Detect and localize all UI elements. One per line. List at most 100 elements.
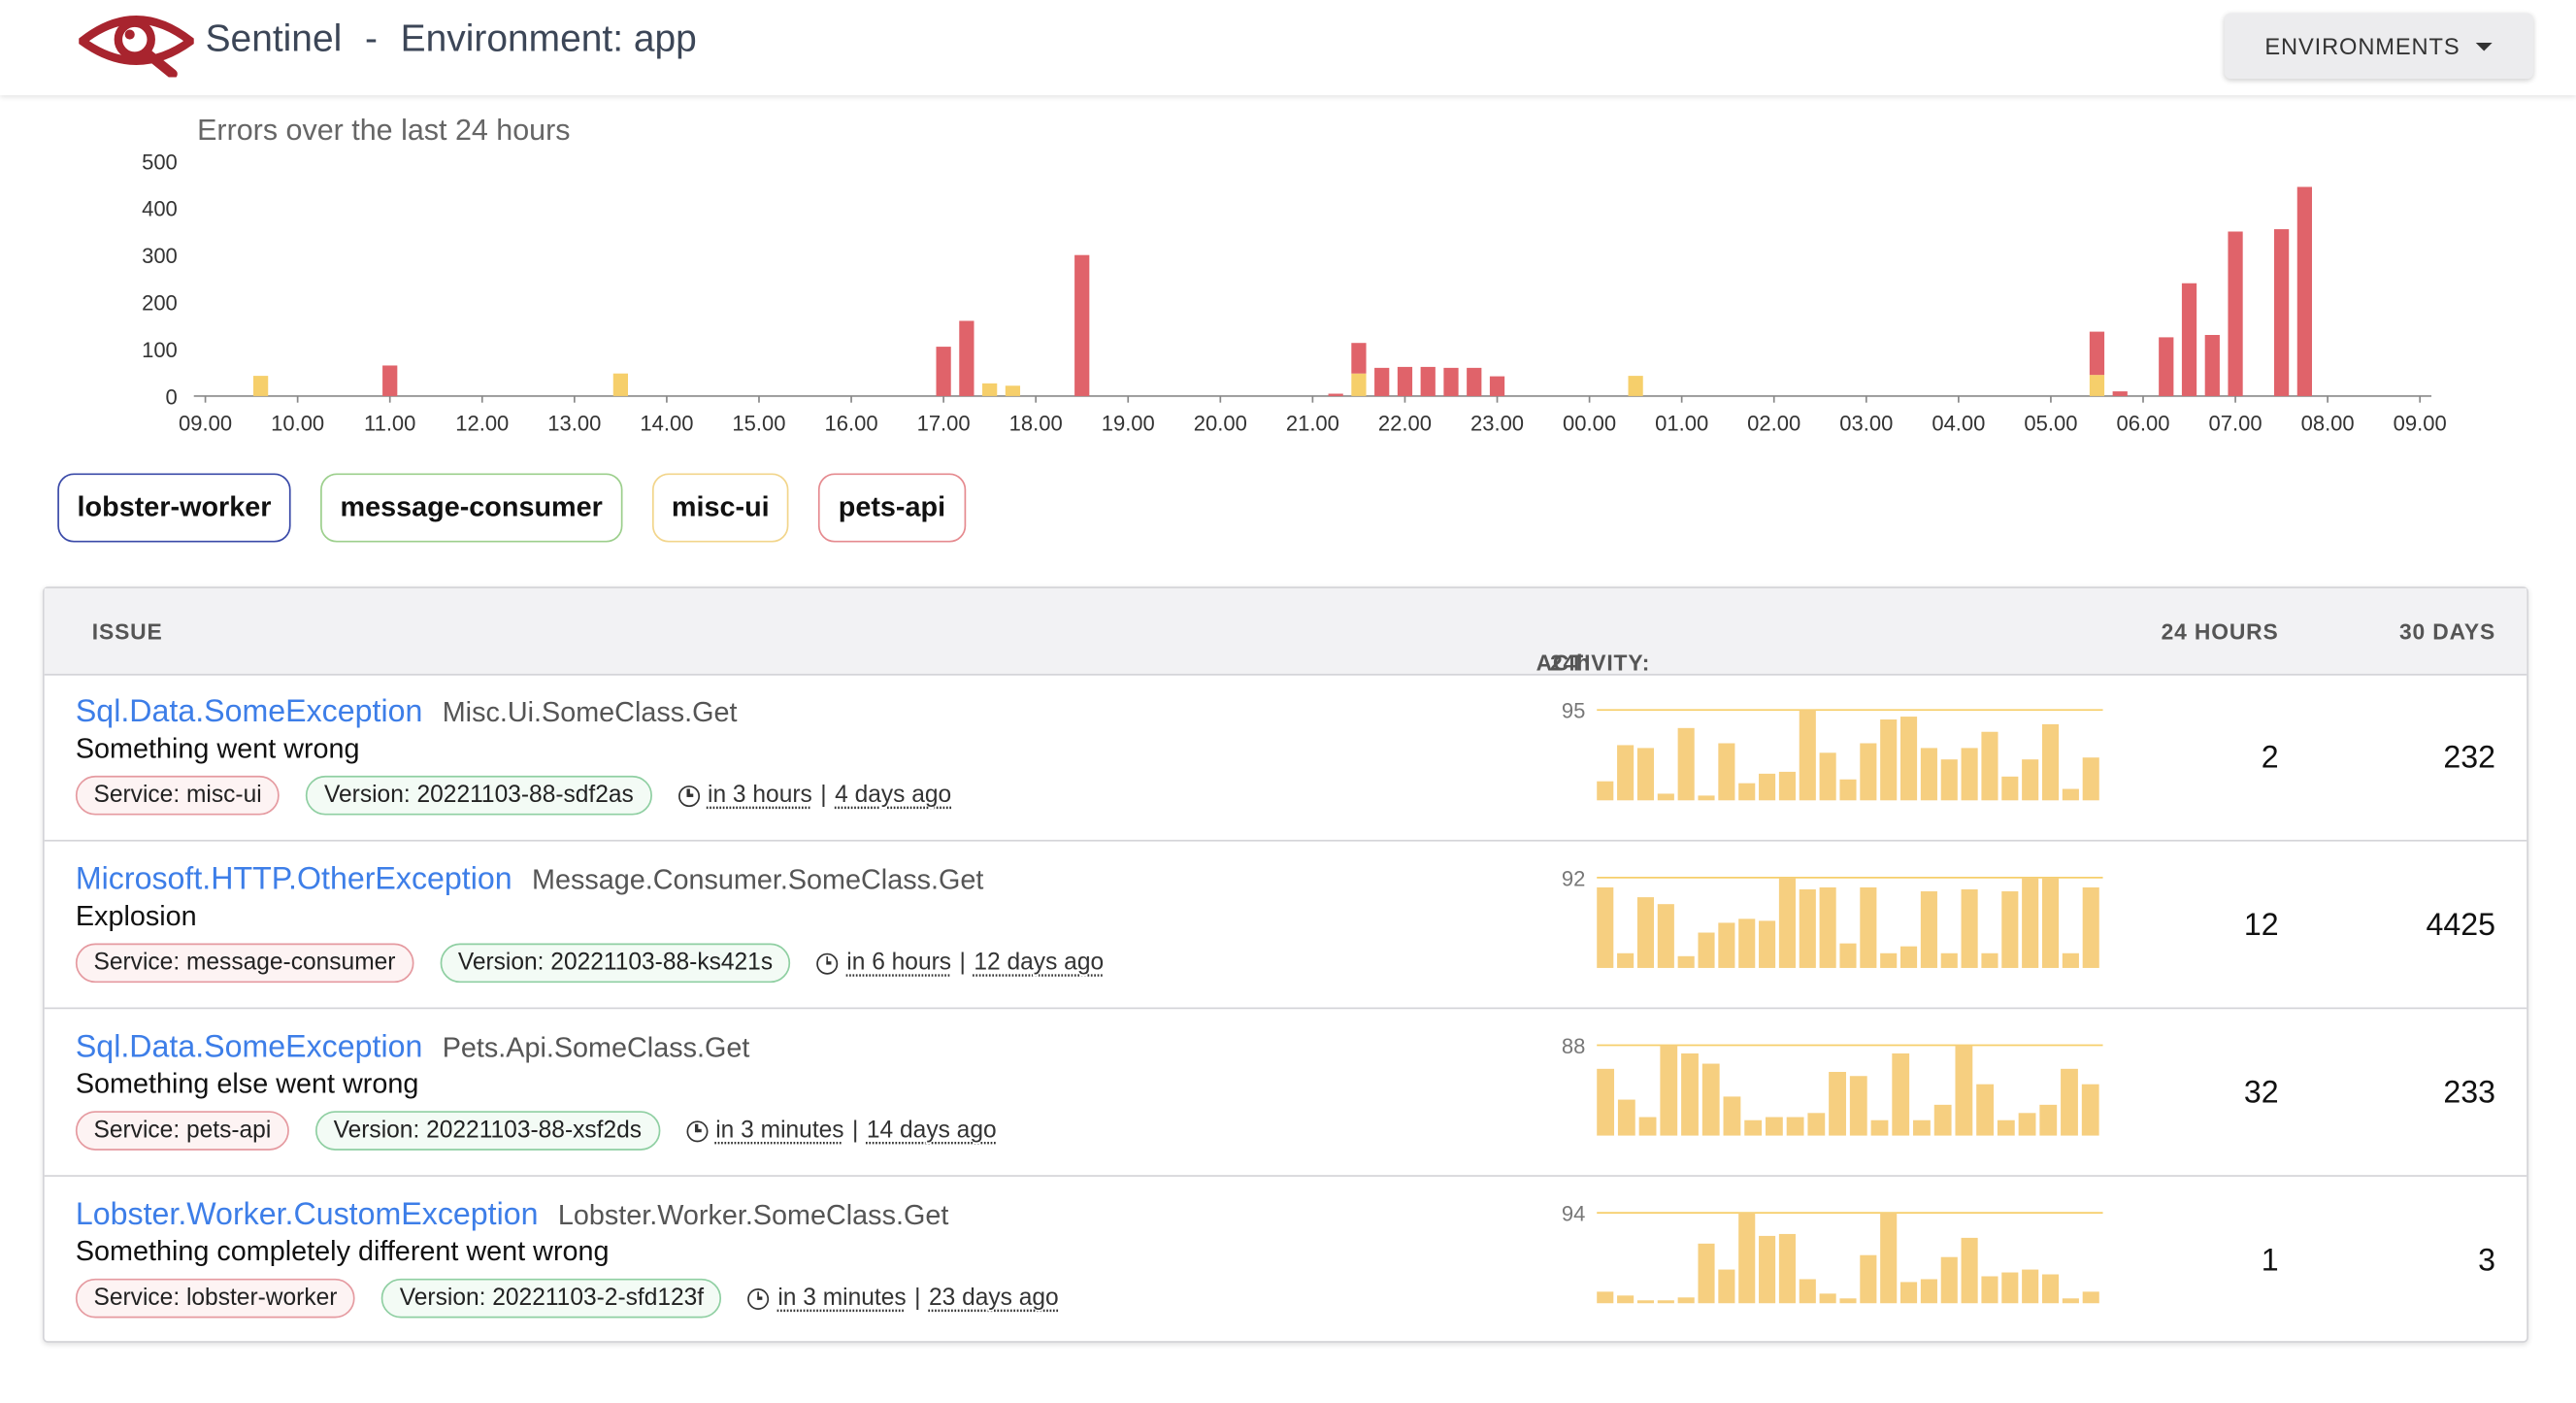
- sparkline-bar: [2001, 1272, 2019, 1304]
- sparkline-bar: [1677, 955, 1695, 968]
- sparkline-bar: [1839, 779, 1857, 801]
- table-row[interactable]: Microsoft.HTTP.OtherException Message.Con…: [44, 842, 2527, 1010]
- sparkline-bar: [2001, 776, 2019, 801]
- sparkline-bar: [2022, 1269, 2039, 1304]
- sparkline-bar: [1955, 1045, 1973, 1136]
- chart-bar: [2228, 231, 2243, 396]
- sparkline-bar: [2039, 1104, 2058, 1136]
- top-bar: Sentinel - Environment: app ENVIRONMENTS: [0, 0, 2576, 96]
- service-tag: Service: misc-ui: [75, 775, 281, 816]
- table-row[interactable]: Sql.Data.SomeException Misc.Ui.SomeClass.…: [44, 674, 2527, 842]
- sparkline-bar: [1981, 952, 1998, 968]
- sparkline-bar: [1940, 759, 1958, 801]
- x-tick-label: 04.00: [1932, 411, 1985, 435]
- chart-bar: [1397, 366, 1413, 396]
- chart-bar: [2181, 283, 2197, 396]
- x-tick-label: 13.00: [547, 411, 601, 435]
- sparkline-bar: [1759, 1235, 1776, 1304]
- sparkline-bar: [1829, 1071, 1846, 1136]
- chart-bar: [612, 373, 628, 396]
- chart-bar: [2089, 331, 2105, 376]
- service-filter-message-consumer[interactable]: message-consumer: [320, 473, 623, 543]
- chart-bar: [936, 347, 951, 396]
- sparkline-bar: [2062, 1298, 2079, 1304]
- sparkline-bar: [1759, 773, 1776, 801]
- first-seen: 14 days ago: [866, 1117, 997, 1145]
- sparkline-bar: [1900, 717, 1918, 801]
- issue-link[interactable]: Sql.Data.SomeException Misc.Ui.SomeClass.…: [76, 695, 738, 731]
- issue-tags: Service: pets-api Version: 20221103-88-x…: [75, 1111, 997, 1151]
- chart-bar: [2112, 391, 2128, 396]
- sparkline-bar: [1860, 886, 1877, 968]
- sparkline-bar: [1778, 877, 1796, 968]
- x-tick-label: 15.00: [732, 411, 785, 435]
- chart-bar: [1351, 343, 1367, 374]
- chart-bar: [1467, 367, 1482, 396]
- activity-range: 24h: [1549, 651, 1591, 676]
- x-tick-label: 14.00: [640, 411, 693, 435]
- service-filter-pets-api[interactable]: pets-api: [818, 473, 966, 543]
- chart-bar: [959, 320, 974, 396]
- count-24-hours: 1: [2261, 1244, 2279, 1279]
- table-row[interactable]: Sql.Data.SomeException Pets.Api.SomeClass…: [44, 1009, 2527, 1177]
- issue-exception[interactable]: Sql.Data.SomeException: [75, 1030, 423, 1065]
- sparkline-bar: [2082, 1291, 2099, 1304]
- activity-sparkline: 95: [1562, 699, 2103, 801]
- issue-link[interactable]: Microsoft.HTTP.OtherException Message.Con…: [76, 863, 984, 899]
- x-tick-label: 22.00: [1378, 411, 1432, 435]
- chart-bar: [2273, 229, 2290, 396]
- sparkline-bar: [1657, 793, 1674, 801]
- environments-dropdown-button[interactable]: ENVIRONMENTS: [2224, 13, 2533, 80]
- last-seen: in 3 minutes: [777, 1285, 907, 1312]
- issue-location: Message.Consumer.SomeClass.Get: [531, 864, 984, 896]
- sparkline-bar: [1900, 946, 1918, 968]
- issue-tags: Service: lobster-worker Version: 2022110…: [75, 1278, 1059, 1319]
- count-24-hours: 32: [2243, 1076, 2279, 1112]
- sparkline-bar: [1880, 1213, 1898, 1304]
- table-row[interactable]: Lobster.Worker.CustomException Lobster.Wo…: [45, 1177, 2527, 1343]
- app-name: Sentinel: [205, 16, 343, 59]
- service-filter-lobster-worker[interactable]: lobster-worker: [57, 473, 291, 543]
- chart-bar: [1443, 367, 1459, 396]
- sparkline-bar: [1638, 1117, 1657, 1136]
- issue-exception[interactable]: Microsoft.HTTP.OtherException: [75, 862, 512, 898]
- sparkline-bar: [1933, 1104, 1952, 1136]
- sparkline-bar: [1759, 920, 1776, 968]
- sparkline-bar: [1698, 1243, 1715, 1304]
- column-header-30-days: 30 DAYS: [2398, 619, 2496, 645]
- sparkline-bar: [2041, 877, 2060, 968]
- service-filter-list: lobster-worker message-consumer misc-ui …: [57, 473, 966, 543]
- y-tick-label: 0: [166, 384, 178, 409]
- chart-bar: [1374, 367, 1390, 396]
- sparkline-bar: [2062, 788, 2079, 801]
- issue-tags: Service: message-consumer Version: 20221…: [75, 943, 1104, 984]
- issue-link[interactable]: Sql.Data.SomeException Pets.Api.SomeClass…: [76, 1030, 749, 1066]
- issue-exception[interactable]: Sql.Data.SomeException: [75, 694, 423, 730]
- service-filter-misc-ui[interactable]: misc-ui: [651, 473, 789, 543]
- issue-times: in 6 hours | 12 days ago: [816, 950, 1104, 976]
- sparkline-bar: [1799, 1279, 1816, 1304]
- issues-table: ISSUE ACTIVITY: 24h 24 HOURS 30 DAYS Sql…: [43, 586, 2528, 1343]
- x-tick-label: 07.00: [2209, 411, 2262, 435]
- issue-message: Something else went wrong: [75, 1068, 419, 1100]
- version-tag: Version: 20221103-88-xsf2ds: [314, 1111, 660, 1151]
- issue-times: in 3 minutes | 14 days ago: [685, 1117, 997, 1145]
- version-tag: Version: 20221103-88-sdf2as: [306, 775, 652, 816]
- sparkline-bar: [1976, 1084, 1995, 1136]
- issue-exception[interactable]: Lobster.Worker.CustomException: [75, 1197, 539, 1233]
- service-tag: Service: pets-api: [75, 1111, 289, 1151]
- sparkline-bar: [1738, 1213, 1756, 1304]
- issue-link[interactable]: Lobster.Worker.CustomException Lobster.Wo…: [76, 1198, 948, 1234]
- sparkline-bar: [1744, 1119, 1763, 1136]
- sparkline-bar: [1597, 1068, 1615, 1136]
- y-tick-label: 300: [142, 244, 178, 268]
- errors-chart-svg: 0 100 200 300 400 500 09.00 10.00 11.00 12.00 13.0…: [142, 150, 2447, 435]
- count-30-days: 4425: [2426, 909, 2496, 944]
- issue-times: in 3 minutes | 23 days ago: [747, 1285, 1059, 1312]
- x-tick-label: 00.00: [1563, 411, 1616, 435]
- count-24-hours: 12: [2243, 909, 2279, 944]
- sparkline-bar: [1681, 1052, 1699, 1136]
- x-tick-label: 11.00: [364, 411, 415, 435]
- clock-icon: [816, 952, 839, 974]
- sparkline-bar: [1839, 1298, 1857, 1304]
